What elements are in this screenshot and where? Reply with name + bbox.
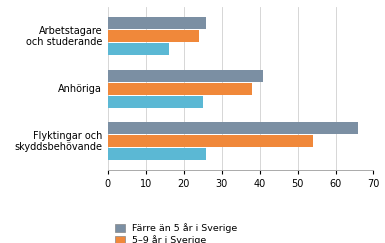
Bar xyxy=(108,17,206,29)
Bar xyxy=(108,69,263,82)
Bar xyxy=(108,83,252,95)
Bar xyxy=(108,122,358,134)
Bar xyxy=(108,96,203,108)
Bar xyxy=(108,135,313,147)
Bar xyxy=(108,43,169,55)
Bar xyxy=(108,30,199,42)
Bar xyxy=(108,148,206,160)
Legend: Färre än 5 år i Sverige, 5–9 år i Sverige, 10 eller fler år i Sverige: Färre än 5 år i Sverige, 5–9 år i Sverig… xyxy=(112,220,248,243)
